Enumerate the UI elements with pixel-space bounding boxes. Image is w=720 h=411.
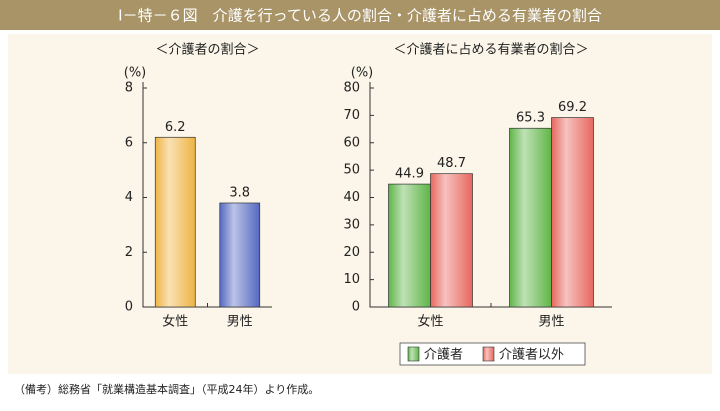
legend-label: 介護者以外 (499, 347, 564, 363)
bar (509, 127, 552, 308)
y-axis-label: (%) (351, 66, 374, 81)
y-tick-label: 10 (343, 272, 360, 287)
value-label: 3.8 (229, 185, 250, 200)
bar (388, 183, 431, 308)
x-tick-label: 女性 (417, 314, 443, 330)
y-tick-label: 6 (125, 135, 133, 150)
y-tick-label: 40 (343, 190, 360, 205)
bar (430, 173, 473, 308)
y-tick-label: 50 (343, 163, 360, 178)
y-tick-label: 0 (352, 300, 360, 315)
header-bar (0, 0, 720, 30)
value-label: 69.2 (558, 100, 587, 115)
y-tick-label: 30 (343, 217, 360, 232)
x-tick-label: 女性 (162, 314, 188, 330)
y-tick-label: 60 (343, 135, 360, 150)
panel (8, 34, 712, 374)
y-tick-label: 4 (125, 190, 133, 205)
legend-label: 介護者 (424, 347, 463, 363)
legend-swatch (407, 346, 420, 362)
legend-swatch (482, 346, 495, 362)
y-tick-label: 20 (343, 245, 360, 260)
y-tick-label: 2 (125, 245, 133, 260)
x-tick-label: 男性 (227, 315, 253, 330)
y-tick-label: 8 (125, 81, 133, 96)
bar (551, 117, 594, 308)
y-tick-label: 70 (343, 108, 360, 123)
y-tick-label: 0 (125, 300, 133, 315)
value-label: 6.2 (165, 120, 186, 135)
x-tick-label: 男性 (538, 315, 564, 330)
chart-title: ＜介護者の割合＞ (155, 42, 259, 58)
value-label: 44.9 (395, 167, 424, 182)
bar (154, 136, 196, 308)
value-label: 65.3 (516, 111, 545, 126)
chart-title: ＜介護者に占める有業者の割合＞ (393, 42, 588, 58)
y-axis-label: (%) (124, 66, 147, 81)
value-label: 48.7 (437, 156, 466, 171)
bar (219, 202, 261, 308)
note: （備考）総務省「就業構造基本調査」（平成24年）より作成。 (14, 382, 319, 396)
header-title: Ⅰ－特－６図 介護を行っている人の割合・介護者に占める有業者の割合 (118, 7, 602, 25)
y-tick-label: 80 (343, 81, 360, 96)
